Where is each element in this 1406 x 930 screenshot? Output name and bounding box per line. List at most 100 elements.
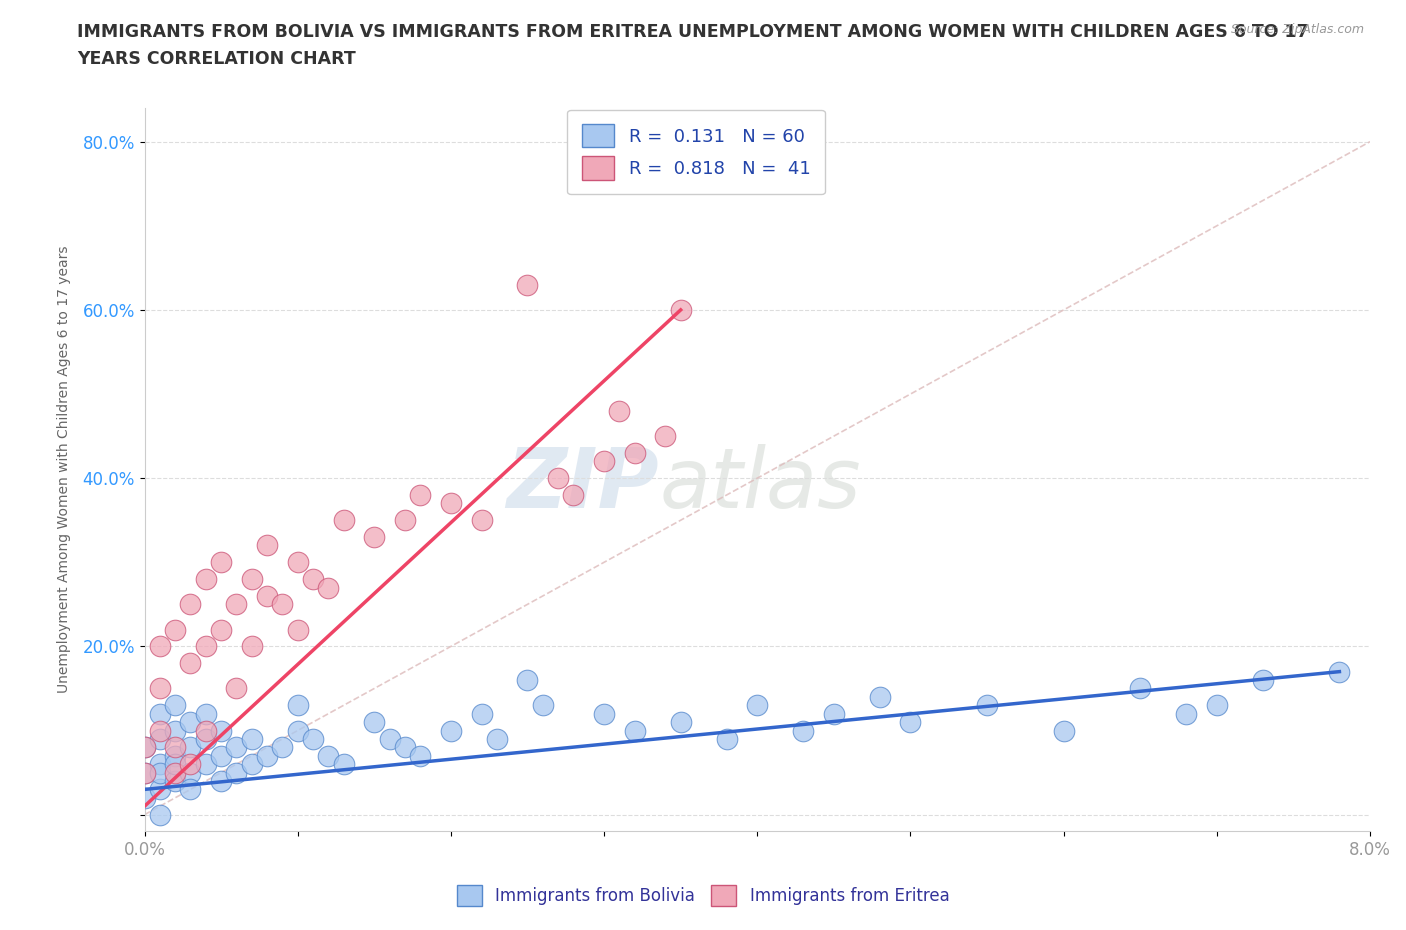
Point xyxy=(1251,672,1274,687)
Point xyxy=(669,302,692,317)
Point xyxy=(225,765,247,780)
Point xyxy=(149,732,172,747)
Point xyxy=(225,597,247,612)
Point xyxy=(287,724,309,738)
Point xyxy=(287,622,309,637)
Point xyxy=(165,622,187,637)
Text: atlas: atlas xyxy=(659,444,860,525)
Point xyxy=(194,706,217,721)
Point xyxy=(240,732,263,747)
Point xyxy=(165,774,187,789)
Point xyxy=(562,487,585,502)
Point xyxy=(1205,698,1227,712)
Point xyxy=(209,774,232,789)
Legend: R =  0.131   N = 60, R =  0.818   N =  41: R = 0.131 N = 60, R = 0.818 N = 41 xyxy=(567,110,825,194)
Point xyxy=(669,714,692,729)
Point xyxy=(165,757,187,772)
Point xyxy=(134,740,156,755)
Point xyxy=(716,732,738,747)
Point xyxy=(194,572,217,587)
Point xyxy=(976,698,998,712)
Point xyxy=(240,757,263,772)
Point xyxy=(302,572,325,587)
Text: Source: ZipAtlas.com: Source: ZipAtlas.com xyxy=(1230,23,1364,36)
Point xyxy=(149,765,172,780)
Point xyxy=(134,790,156,805)
Point xyxy=(470,512,492,527)
Point xyxy=(823,706,845,721)
Point xyxy=(1329,664,1351,679)
Point xyxy=(302,732,325,747)
Point xyxy=(256,538,278,553)
Point xyxy=(485,732,508,747)
Point xyxy=(134,765,156,780)
Point xyxy=(516,672,538,687)
Point xyxy=(194,757,217,772)
Point xyxy=(179,765,201,780)
Point xyxy=(332,512,354,527)
Point xyxy=(792,724,814,738)
Point xyxy=(332,757,354,772)
Point xyxy=(179,714,201,729)
Point xyxy=(900,714,922,729)
Point xyxy=(747,698,769,712)
Point xyxy=(394,512,416,527)
Point xyxy=(318,580,340,595)
Point xyxy=(363,529,385,544)
Point xyxy=(271,597,294,612)
Point xyxy=(179,656,201,671)
Point xyxy=(149,639,172,654)
Point xyxy=(134,740,156,755)
Point xyxy=(593,454,616,469)
Point xyxy=(654,429,676,444)
Point xyxy=(179,597,201,612)
Point xyxy=(149,681,172,696)
Point xyxy=(165,740,187,755)
Point xyxy=(378,732,401,747)
Point xyxy=(318,749,340,764)
Point xyxy=(149,724,172,738)
Point xyxy=(240,572,263,587)
Point xyxy=(1053,724,1076,738)
Point xyxy=(209,555,232,570)
Point xyxy=(225,681,247,696)
Point xyxy=(287,698,309,712)
Point xyxy=(470,706,492,721)
Point xyxy=(149,757,172,772)
Point xyxy=(440,724,463,738)
Point xyxy=(179,757,201,772)
Point xyxy=(149,782,172,797)
Point xyxy=(287,555,309,570)
Point xyxy=(409,487,432,502)
Point xyxy=(165,698,187,712)
Point xyxy=(194,732,217,747)
Point xyxy=(593,706,616,721)
Point xyxy=(609,404,631,418)
Point xyxy=(165,724,187,738)
Point xyxy=(165,749,187,764)
Point xyxy=(1129,681,1152,696)
Point xyxy=(149,807,172,822)
Point xyxy=(240,639,263,654)
Point xyxy=(623,724,645,738)
Point xyxy=(547,471,569,485)
Point xyxy=(165,765,187,780)
Y-axis label: Unemployment Among Women with Children Ages 6 to 17 years: Unemployment Among Women with Children A… xyxy=(58,246,72,694)
Point xyxy=(531,698,554,712)
Point xyxy=(409,749,432,764)
Point xyxy=(179,740,201,755)
Point xyxy=(209,622,232,637)
Point xyxy=(869,689,891,704)
Point xyxy=(256,749,278,764)
Point xyxy=(225,740,247,755)
Point xyxy=(179,782,201,797)
Point xyxy=(256,589,278,604)
Point xyxy=(516,277,538,292)
Point xyxy=(194,639,217,654)
Point xyxy=(271,740,294,755)
Point xyxy=(394,740,416,755)
Point xyxy=(134,765,156,780)
Legend: Immigrants from Bolivia, Immigrants from Eritrea: Immigrants from Bolivia, Immigrants from… xyxy=(450,879,956,912)
Point xyxy=(209,749,232,764)
Point xyxy=(149,706,172,721)
